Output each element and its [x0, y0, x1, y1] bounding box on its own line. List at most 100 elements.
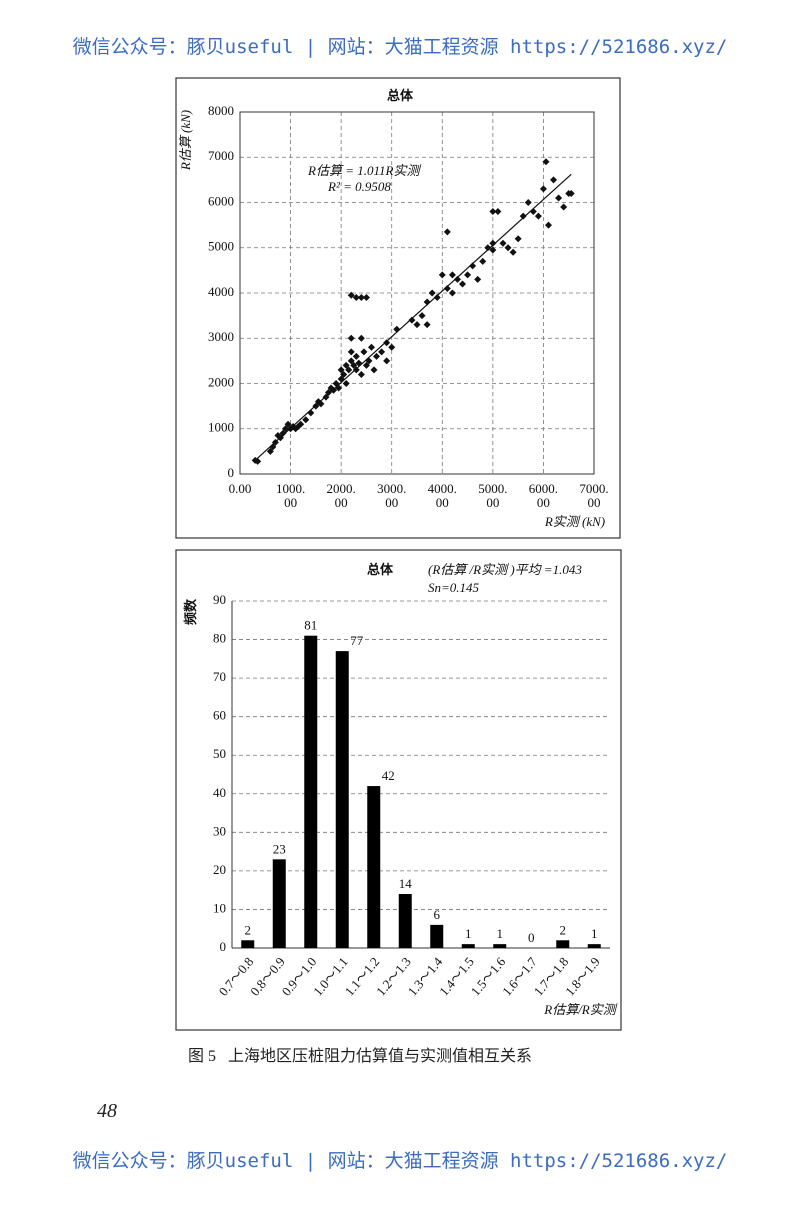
x-tick-label: 5000. 00 [478, 481, 508, 510]
data-point [342, 380, 350, 387]
data-label: 6 [434, 907, 441, 922]
data-point [423, 321, 431, 329]
x-axis-title: R估算/R实测 [543, 1002, 617, 1017]
data-point [373, 352, 381, 360]
data-point [345, 366, 353, 374]
data-point [362, 361, 370, 369]
data-point [388, 343, 396, 351]
data-point [360, 348, 368, 356]
y-tick-label: 20 [213, 862, 226, 877]
r-squared: R² = 0.9508 [327, 179, 391, 194]
data-point [362, 294, 370, 302]
data-point [347, 348, 355, 356]
data-point [453, 275, 461, 283]
data-point [519, 212, 527, 220]
caption: 图 5 上海地区压桩阻力估算值与实测值相互关系 [188, 1048, 533, 1065]
y-tick-label: 80 [213, 631, 226, 646]
data-point [266, 447, 274, 455]
y-tick-label: 30 [213, 823, 226, 838]
data-point [350, 361, 358, 369]
data-point [340, 370, 348, 378]
y-tick-label: 70 [213, 669, 226, 684]
data-point [504, 244, 512, 252]
data-point [443, 284, 451, 292]
y-tick-label: 3000 [208, 329, 234, 344]
y-tick-label: 40 [213, 785, 226, 800]
y-axis-title: R估算 (kN) [178, 110, 193, 171]
data-point [347, 291, 355, 299]
data-point [489, 246, 497, 254]
data-point [509, 248, 517, 256]
data-point [499, 239, 507, 247]
page-number: 48 [97, 1100, 117, 1122]
y-tick-label: 6000 [208, 193, 234, 208]
data-point [302, 416, 310, 424]
data-point [297, 420, 305, 428]
bar [493, 944, 507, 948]
data-point [464, 271, 472, 279]
data-point [254, 457, 262, 465]
data-point [484, 244, 492, 252]
data-point [514, 235, 522, 243]
y-tick-label: 60 [213, 708, 226, 723]
data-label: 81 [304, 618, 317, 633]
chart-title: 总体 [367, 562, 394, 577]
y-tick-label: 7000 [208, 148, 234, 163]
data-point [352, 294, 360, 302]
annotation: (R估算 /R实测 )平均 =1.043 [428, 562, 582, 577]
plot-frame [239, 111, 595, 475]
annotation: Sn=0.145 [428, 580, 480, 595]
data-point [479, 257, 487, 265]
data-point [357, 370, 365, 378]
data-point [448, 271, 456, 279]
x-tick-label: 6000. 00 [528, 481, 559, 510]
data-point [550, 176, 558, 184]
data-point [438, 271, 446, 279]
data-point [357, 334, 365, 342]
y-tick-label: 1000 [208, 420, 234, 435]
bar [367, 786, 381, 948]
y-tick-label: 8000 [208, 103, 234, 118]
data-point [378, 348, 386, 356]
data-point [524, 199, 532, 206]
data-label: 14 [399, 876, 413, 891]
bar [461, 944, 475, 948]
bar [272, 859, 286, 948]
x-tick-label: 4000. 00 [427, 481, 457, 510]
data-point [494, 208, 502, 216]
y-tick-label: 0 [220, 939, 227, 954]
data-point [474, 275, 482, 283]
data-label: 2 [560, 922, 567, 937]
data-point [279, 429, 287, 437]
data-point [459, 280, 467, 288]
data-point [284, 420, 292, 428]
x-axis-title: R实测 (kN) [544, 514, 605, 529]
data-point [383, 357, 391, 365]
data-label: 1 [591, 926, 598, 941]
bar [304, 635, 318, 948]
data-point [352, 352, 360, 360]
data-point [443, 228, 451, 236]
data-label: 77 [350, 633, 364, 648]
data-point [413, 321, 421, 329]
bar [398, 894, 412, 948]
data-point [370, 366, 378, 374]
bar [335, 651, 349, 948]
data-point [555, 194, 563, 202]
y-tick-label: 10 [213, 900, 226, 915]
x-tick-label: 3000. 00 [377, 481, 407, 510]
data-point [448, 289, 456, 297]
bar [241, 940, 255, 948]
data-label: 23 [273, 841, 286, 856]
y-axis-title: 频数 [183, 598, 198, 625]
data-label: 0 [528, 930, 535, 945]
data-point [469, 262, 477, 270]
data-point [489, 208, 497, 216]
y-tick-label: 4000 [208, 284, 234, 299]
bar [587, 944, 601, 948]
data-point [367, 343, 375, 351]
watermark: 微信公众号：豚贝useful | 网站：大猫工程资源 https://52168… [72, 1150, 728, 1172]
y-tick-label: 90 [213, 592, 226, 607]
data-point [489, 239, 497, 247]
